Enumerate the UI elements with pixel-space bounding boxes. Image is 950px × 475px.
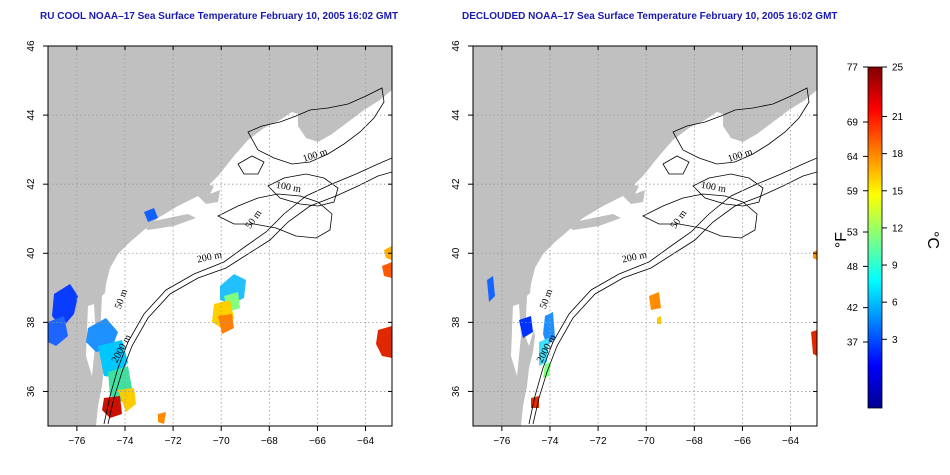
fahrenheit-tick-label: 37	[847, 338, 859, 349]
lon-tick-label: −72	[165, 436, 182, 447]
bathymetry-contours	[103, 87, 392, 425]
axis-ticks: −76 −74 −72 −70 −68 −66 −64 36 38 40 42 44 46	[26, 40, 392, 447]
grid-lines	[48, 46, 392, 426]
land-mass	[48, 46, 392, 426]
fahrenheit-tick-label: 64	[847, 152, 859, 163]
lon-tick-label: −64	[357, 436, 374, 447]
lat-tick-label: 42	[26, 178, 37, 190]
satellite-sst-patches	[48, 208, 392, 424]
lon-tick-label: −72	[590, 436, 607, 447]
celsius-tick-label: 25	[892, 63, 904, 74]
grid-lines	[473, 46, 817, 426]
contour-label: 100 m	[275, 180, 302, 195]
nova-scotia	[298, 66, 392, 142]
right-map-title: DECLOUDED NOAA–17 Sea Surface Temperatur…	[462, 11, 838, 22]
bathymetry-contours	[528, 87, 817, 425]
lon-tick-label: −70	[213, 436, 230, 447]
nova-scotia	[723, 66, 817, 142]
celsius-tick-label: 15	[892, 186, 904, 197]
fahrenheit-unit-label: °F	[833, 232, 850, 248]
celsius-tick-label: 12	[892, 223, 904, 234]
lat-tick-label: 46	[451, 40, 462, 52]
colorbar-gradient	[867, 66, 883, 409]
contour-label: 200 m	[621, 250, 648, 266]
fahrenheit-tick-label: 42	[847, 303, 859, 314]
cape-cod	[198, 184, 220, 204]
left-map-title: RU COOL NOAA–17 Sea Surface Temperature …	[40, 11, 399, 22]
lon-tick-label: −76	[493, 436, 510, 447]
fahrenheit-tick-label: 59	[847, 186, 859, 197]
lon-tick-label: −64	[782, 436, 799, 447]
cape-cod	[623, 184, 645, 204]
lon-tick-label: −66	[734, 436, 751, 447]
lat-tick-label: 42	[451, 178, 462, 190]
lat-tick-label: 40	[451, 247, 462, 259]
lon-tick-label: −68	[261, 436, 278, 447]
celsius-unit-label: °C	[924, 231, 941, 249]
lon-tick-label: −70	[638, 436, 655, 447]
celsius-tick-label: 6	[892, 298, 898, 309]
axis-ticks: −76 −74 −72 −70 −68 −66 −64 36 38 40 42 44 46	[451, 40, 817, 447]
lon-tick-label: −74	[541, 436, 558, 447]
fahrenheit-tick-label: 77	[847, 63, 859, 74]
celsius-tick-label: 18	[892, 149, 904, 160]
temperature-colorbar: 77 69 64 59 53 48 42 37 25 21 18 15 12 9 6 3 °F °C	[833, 63, 941, 409]
lon-tick-label: −68	[686, 436, 703, 447]
celsius-ticks: 25 21 18 15 12 9 6 3	[882, 63, 904, 346]
lat-tick-label: 44	[451, 109, 462, 121]
fahrenheit-ticks: 77 69 64 59 53 48 42 37	[847, 63, 868, 349]
lat-tick-label: 36	[451, 385, 462, 397]
lat-tick-label: 44	[26, 109, 37, 121]
lat-tick-label: 46	[26, 40, 37, 52]
contour-label: 100 m	[700, 180, 727, 195]
lat-tick-label: 40	[26, 247, 37, 259]
map-frame	[47, 45, 393, 427]
fahrenheit-tick-label: 53	[847, 228, 859, 239]
long-island	[565, 214, 621, 230]
long-island	[140, 214, 196, 230]
celsius-tick-label: 3	[892, 335, 898, 346]
lat-tick-label: 36	[26, 385, 37, 397]
lat-tick-label: 38	[26, 316, 37, 328]
celsius-tick-label: 9	[892, 261, 898, 272]
lon-tick-label: −76	[68, 436, 85, 447]
map-frame	[472, 45, 818, 427]
satellite-sst-patches	[487, 250, 817, 408]
contour-label: 200 m	[196, 250, 223, 266]
lon-tick-label: −66	[309, 436, 326, 447]
fahrenheit-tick-label: 69	[847, 118, 859, 129]
lon-tick-label: −74	[116, 436, 133, 447]
fahrenheit-tick-label: 48	[847, 262, 859, 273]
celsius-tick-label: 21	[892, 112, 904, 123]
lat-tick-label: 38	[451, 316, 462, 328]
land-mass	[473, 46, 817, 426]
